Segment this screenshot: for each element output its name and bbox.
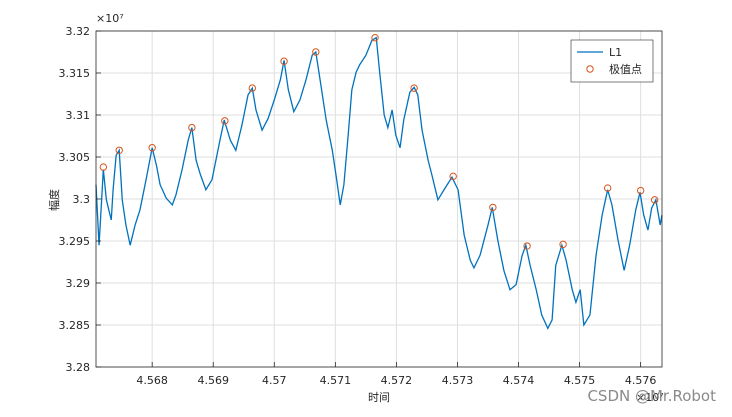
- legend-label: 极值点: [609, 62, 642, 76]
- watermark: CSDN @Mr.Robot: [587, 387, 716, 405]
- extremum-marker: [603, 184, 612, 192]
- y-exponent: ×10⁷: [96, 12, 124, 25]
- x-tick-label: 4.573: [442, 374, 474, 387]
- extremum-marker: [650, 196, 659, 204]
- y-tick-label: 3.285: [59, 319, 91, 332]
- x-tick-label: 4.572: [381, 374, 413, 387]
- x-exponent: ×10⁷: [636, 391, 664, 404]
- extremum-marker: [221, 117, 229, 125]
- y-tick-label: 3.305: [59, 151, 91, 164]
- x-tick-label: 4.571: [320, 374, 352, 387]
- y-tick-label: 3.28: [66, 361, 91, 374]
- extremum-marker: [99, 163, 108, 171]
- x-tick-label: 4.569: [197, 374, 229, 387]
- y-tick-label: 3.295: [59, 235, 91, 248]
- extremum-marker: [188, 123, 196, 132]
- extremum-marker: [371, 34, 379, 42]
- extremum-marker: [280, 57, 288, 65]
- extremum-marker: [523, 242, 531, 250]
- y-axis-label: 幅度: [47, 189, 61, 211]
- extremum-marker: [559, 240, 567, 249]
- extremum-marker: [148, 144, 156, 152]
- x-tick-label: 4.575: [564, 374, 596, 387]
- legend-box: [570, 39, 654, 83]
- extremum-marker: [410, 84, 418, 92]
- plot: [95, 34, 663, 330]
- extremum-marker: [115, 146, 123, 154]
- legend-marker: [586, 65, 594, 73]
- extremum-marker: [449, 172, 457, 181]
- extremum-marker: [636, 186, 645, 195]
- legend: L1 极值点: [570, 39, 654, 83]
- y-tick-label: 3.315: [59, 67, 91, 80]
- x-tick-label: 4.576: [625, 374, 657, 387]
- legend-label: L1: [609, 46, 622, 59]
- x-tick-label: 4.568: [136, 374, 168, 387]
- y-tick-label: 3.3: [73, 193, 91, 206]
- x-axis-label: 时间: [368, 391, 390, 404]
- line-series: [95, 36, 663, 330]
- extremum-marker: [248, 84, 257, 92]
- x-tick-label: 4.574: [503, 374, 535, 387]
- x-tick-label: 4.57: [262, 374, 287, 387]
- y-tick-label: 3.32: [66, 25, 91, 38]
- extremum-marker: [489, 203, 497, 212]
- y-tick-label: 3.31: [66, 109, 91, 122]
- y-tick-label: 3.29: [66, 277, 91, 290]
- extremum-marker: [312, 48, 320, 56]
